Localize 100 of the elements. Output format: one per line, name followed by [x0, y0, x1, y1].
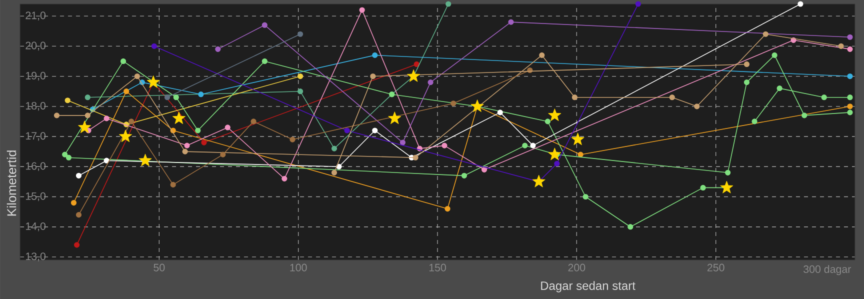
point	[548, 108, 562, 122]
point	[331, 146, 338, 152]
point	[118, 130, 132, 142]
point	[198, 92, 204, 98]
y-tick-label: 14,0	[26, 222, 46, 232]
point	[724, 170, 731, 176]
x-tick-label: 200	[568, 264, 586, 272]
point	[182, 148, 188, 154]
point	[195, 128, 201, 134]
point	[331, 170, 338, 176]
point	[84, 94, 90, 100]
point	[802, 112, 808, 118]
y-tick-label: 20,0	[26, 42, 46, 51]
point	[821, 94, 827, 100]
point	[762, 31, 768, 37]
point	[414, 61, 420, 68]
x-tick-label: 100	[290, 264, 307, 272]
point	[720, 180, 734, 194]
point	[497, 110, 503, 116]
point	[359, 7, 365, 13]
point	[744, 80, 750, 86]
point	[54, 112, 60, 118]
point	[201, 140, 207, 146]
point	[450, 100, 456, 106]
y-tick-label: 13,0	[26, 252, 46, 262]
y-tick-label: 17,0	[26, 132, 46, 141]
point	[173, 94, 179, 100]
point	[554, 160, 560, 166]
y-tick-label: 18,0	[26, 102, 46, 111]
point	[62, 152, 68, 158]
point	[184, 142, 190, 148]
point	[388, 112, 402, 124]
point	[847, 34, 853, 40]
point	[400, 140, 406, 146]
point	[428, 80, 434, 86]
point	[847, 46, 853, 52]
point	[669, 94, 675, 100]
point	[138, 154, 152, 166]
point	[847, 73, 853, 80]
x-tick-label: 250	[707, 264, 724, 272]
point	[444, 206, 450, 212]
point	[164, 94, 170, 100]
y-tick-label: 16,0	[26, 162, 46, 172]
x-tick-label: 150	[429, 264, 446, 272]
point	[442, 142, 448, 148]
point	[744, 61, 750, 68]
point	[172, 112, 186, 124]
point	[847, 94, 853, 100]
point	[290, 136, 296, 142]
y-tick-label: 21,0	[26, 12, 46, 20]
point	[224, 124, 230, 130]
point	[70, 200, 77, 206]
point	[297, 31, 304, 37]
point	[412, 154, 418, 160]
point	[752, 118, 758, 124]
point	[578, 152, 584, 158]
point	[76, 172, 82, 178]
point	[571, 132, 584, 146]
point	[700, 184, 706, 191]
point	[776, 86, 782, 92]
x-tick-label: 50	[154, 264, 165, 272]
point	[628, 224, 634, 230]
x-tick-label: 300 dagar	[804, 265, 851, 276]
point	[532, 174, 546, 188]
y-tick-label: 15,0	[26, 192, 46, 202]
point	[64, 98, 70, 104]
point	[336, 164, 342, 170]
point	[370, 73, 376, 80]
point	[344, 128, 350, 134]
point	[124, 88, 130, 94]
point	[772, 52, 778, 58]
point	[582, 194, 588, 200]
point	[847, 104, 853, 110]
point	[78, 120, 92, 134]
point	[146, 75, 160, 88]
point	[297, 73, 304, 80]
point	[461, 172, 468, 178]
point	[128, 118, 134, 124]
point	[481, 166, 488, 172]
point	[170, 182, 176, 188]
point	[635, 1, 641, 7]
point	[798, 1, 804, 7]
point	[262, 22, 268, 28]
point	[544, 118, 551, 124]
x-axis-title: Dagar sedan start	[541, 281, 636, 292]
point	[151, 43, 157, 49]
point	[66, 154, 72, 160]
point	[282, 176, 288, 182]
y-tick-label: 19,0	[26, 72, 46, 81]
point	[572, 94, 578, 100]
point	[134, 73, 140, 80]
point	[262, 58, 268, 64]
point	[407, 69, 420, 82]
point	[470, 100, 484, 112]
point	[508, 19, 514, 25]
point	[120, 58, 126, 64]
point	[74, 242, 80, 248]
point	[446, 1, 452, 7]
point	[847, 110, 853, 116]
point	[104, 116, 110, 122]
